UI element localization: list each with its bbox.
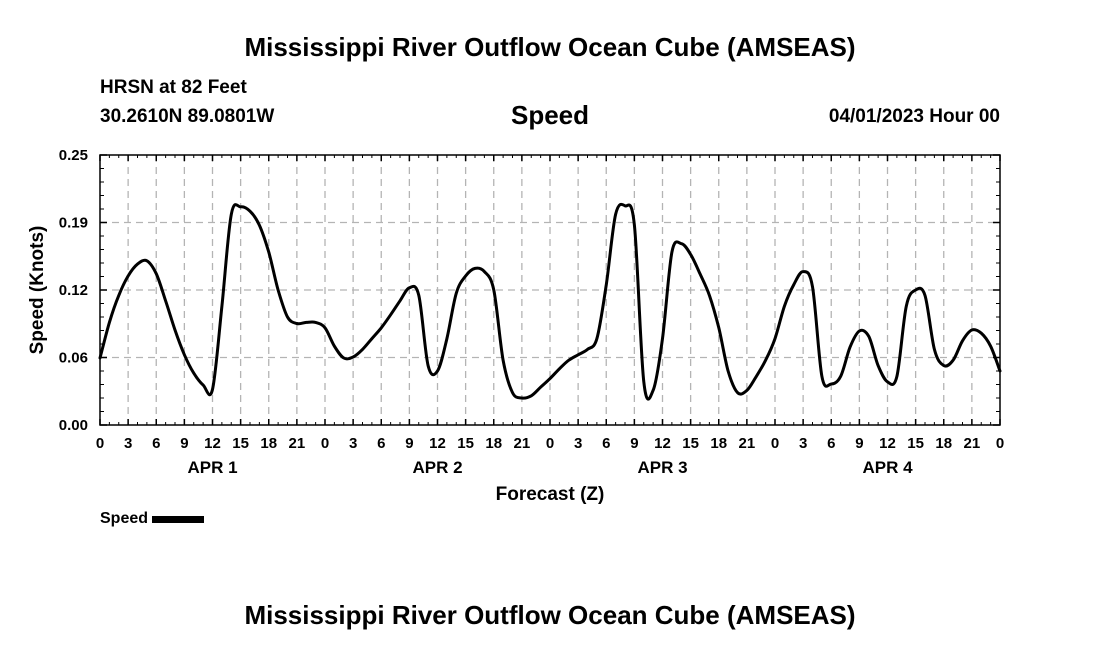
day-label: APR 4 <box>862 458 913 477</box>
x-tick-label: 12 <box>204 435 221 452</box>
station-label: HRSN at 82 Feet <box>100 77 247 98</box>
grid <box>100 155 1000 425</box>
chart-title: Mississippi River Outflow Ocean Cube (AM… <box>244 32 856 62</box>
x-tick-label: 12 <box>879 435 896 452</box>
x-tick-label: 18 <box>260 435 277 452</box>
x-tick-label: 0 <box>546 435 554 452</box>
x-ticks: 0 3 6 9 12 15 18 21 0 3 6 9 12 15 18 21 0 3 6 9 12 15 18 21 0 3 6 9… <box>96 155 1004 452</box>
x-tick-label: 9 <box>405 435 413 452</box>
x-tick-label: 3 <box>124 435 132 452</box>
x-tick-label: 0 <box>996 435 1004 452</box>
x-tick-label: 12 <box>654 435 671 452</box>
x-tick-label: 9 <box>630 435 638 452</box>
legend-label: Speed <box>100 510 149 527</box>
x-tick-label: 3 <box>799 435 807 452</box>
day-label: APR 2 <box>412 458 462 477</box>
x-tick-label: 18 <box>935 435 952 452</box>
x-tick-label: 6 <box>827 435 835 452</box>
x-tick-label: 6 <box>602 435 610 452</box>
y-tick-label: 0.12 <box>59 282 88 299</box>
x-tick-label: 21 <box>514 435 531 452</box>
legend: Speed <box>100 510 205 528</box>
x-tick-label: 18 <box>485 435 502 452</box>
speed-series-line <box>98 202 1002 401</box>
x-tick-label: 6 <box>377 435 385 452</box>
x-tick-label: 0 <box>96 435 104 452</box>
x-tick-label: 9 <box>180 435 188 452</box>
x-tick-label: 18 <box>710 435 727 452</box>
x-tick-label: 21 <box>289 435 306 452</box>
day-label: APR 3 <box>637 458 687 477</box>
speed-chart: 0.00 0.06 0.12 0.19 0.25 0 3 6 9 12 15 18 21 0 3 6 9 12 1… <box>27 147 1004 505</box>
y-tick-label: 0.00 <box>59 417 88 434</box>
y-axis-label: Speed (Knots) <box>27 226 48 355</box>
forecast-datetime: 04/01/2023 Hour 00 <box>828 106 1000 127</box>
x-tick-label: 0 <box>771 435 779 452</box>
day-labels: APR 1 APR 2 APR 3 APR 4 <box>187 458 913 477</box>
x-tick-label: 15 <box>232 435 249 452</box>
x-tick-label: 6 <box>152 435 160 452</box>
x-tick-label: 15 <box>907 435 924 452</box>
x-tick-label: 21 <box>964 435 981 452</box>
footer-title: Mississippi River Outflow Ocean Cube (AM… <box>244 600 856 630</box>
legend-swatch <box>152 515 205 523</box>
variable-title: Speed <box>510 100 590 130</box>
x-tick-label: 15 <box>457 435 474 452</box>
y-tick-label: 0.06 <box>59 350 88 367</box>
x-axis-label: Forecast (Z) <box>496 484 605 505</box>
y-tick-label: 0.25 <box>59 147 88 164</box>
x-tick-label: 3 <box>574 435 582 452</box>
y-tick-label: 0.19 <box>59 215 88 232</box>
x-tick-label: 9 <box>855 435 863 452</box>
x-tick-label: 0 <box>321 435 329 452</box>
x-tick-label: 15 <box>682 435 699 452</box>
x-tick-label: 21 <box>739 435 756 452</box>
y-ticks: 0.00 0.06 0.12 0.19 0.25 <box>59 147 1000 434</box>
station-coordinates: 30.2610N 89.0801W <box>100 106 275 127</box>
day-label: APR 1 <box>187 458 237 477</box>
x-tick-label: 3 <box>349 435 357 452</box>
x-tick-label: 12 <box>429 435 446 452</box>
